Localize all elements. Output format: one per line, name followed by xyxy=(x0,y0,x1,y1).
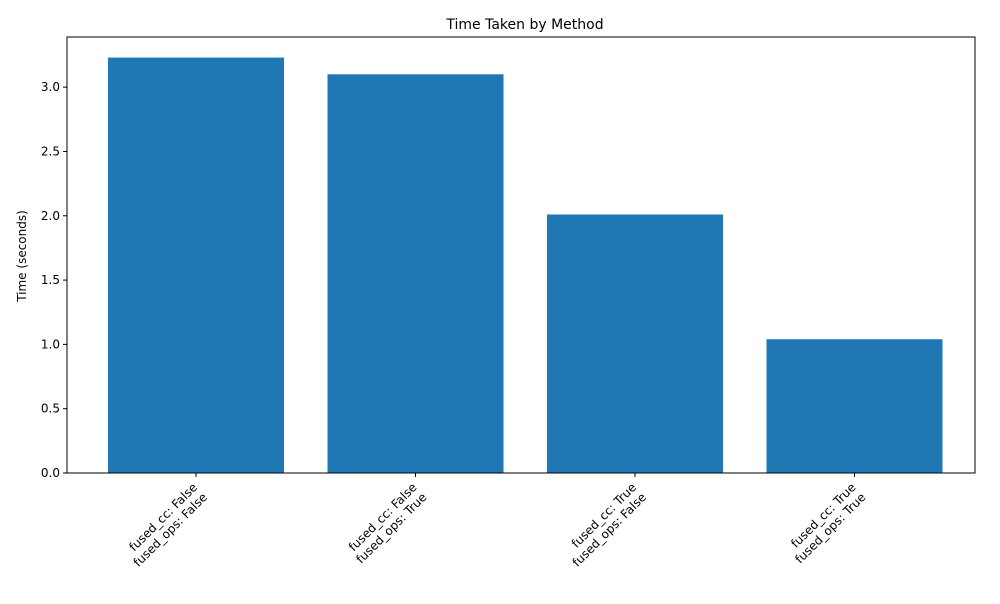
y-tick-label: 2.5 xyxy=(41,144,60,158)
bar-1 xyxy=(108,57,284,473)
y-axis: 0.0 0.5 1.0 1.5 2.0 2.5 3.0 xyxy=(41,80,67,480)
y-tick-label: 0.0 xyxy=(41,466,60,480)
y-tick-label: 1.5 xyxy=(41,273,60,287)
x-tick-label: fused_cc: Falsefused_ops: False xyxy=(121,480,210,569)
y-tick-label: 1.0 xyxy=(41,337,60,351)
bar-2 xyxy=(327,74,504,473)
y-tick-label: 3.0 xyxy=(41,80,60,94)
bars-group xyxy=(108,57,943,473)
x-tick-label: fused_cc: Falsefused_ops: True xyxy=(344,480,430,566)
y-tick-label: 0.5 xyxy=(41,402,60,416)
chart-title: Time Taken by Method xyxy=(445,17,603,33)
bar-4 xyxy=(766,339,943,473)
y-axis-label: Time (seconds) xyxy=(15,210,29,303)
y-tick-label: 2.0 xyxy=(41,209,60,223)
x-tick-label: fused_cc: Truefused_ops: True xyxy=(783,480,869,566)
x-axis: fused_cc: Falsefused_ops: False fused_cc:… xyxy=(121,473,869,570)
bar-3 xyxy=(547,214,723,473)
x-tick-label: fused_cc: Truefused_ops: False xyxy=(560,480,649,569)
plot-frame xyxy=(66,36,976,474)
